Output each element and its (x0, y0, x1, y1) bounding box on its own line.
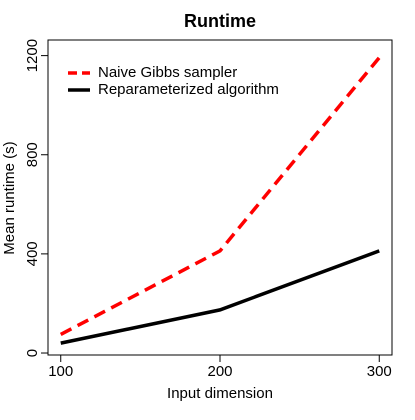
legend-label: Naive Gibbs sampler (98, 64, 237, 81)
chart-title: Runtime (184, 11, 256, 31)
x-tick-label: 300 (367, 363, 392, 380)
legend-label: Reparameterized algorithm (98, 81, 279, 98)
y-tick-label: 800 (24, 142, 41, 167)
x-tick-label: 100 (48, 363, 73, 380)
x-tick-label: 200 (207, 363, 232, 380)
series-line (60, 249, 380, 345)
y-axis-label: Mean runtime (s) (1, 141, 18, 254)
y-tick-label: 0 (24, 349, 41, 357)
y-tick-label: 400 (24, 241, 41, 266)
series-line (59, 56, 381, 336)
y-tick-label: 1200 (24, 39, 41, 72)
x-axis-label: Input dimension (167, 385, 273, 402)
